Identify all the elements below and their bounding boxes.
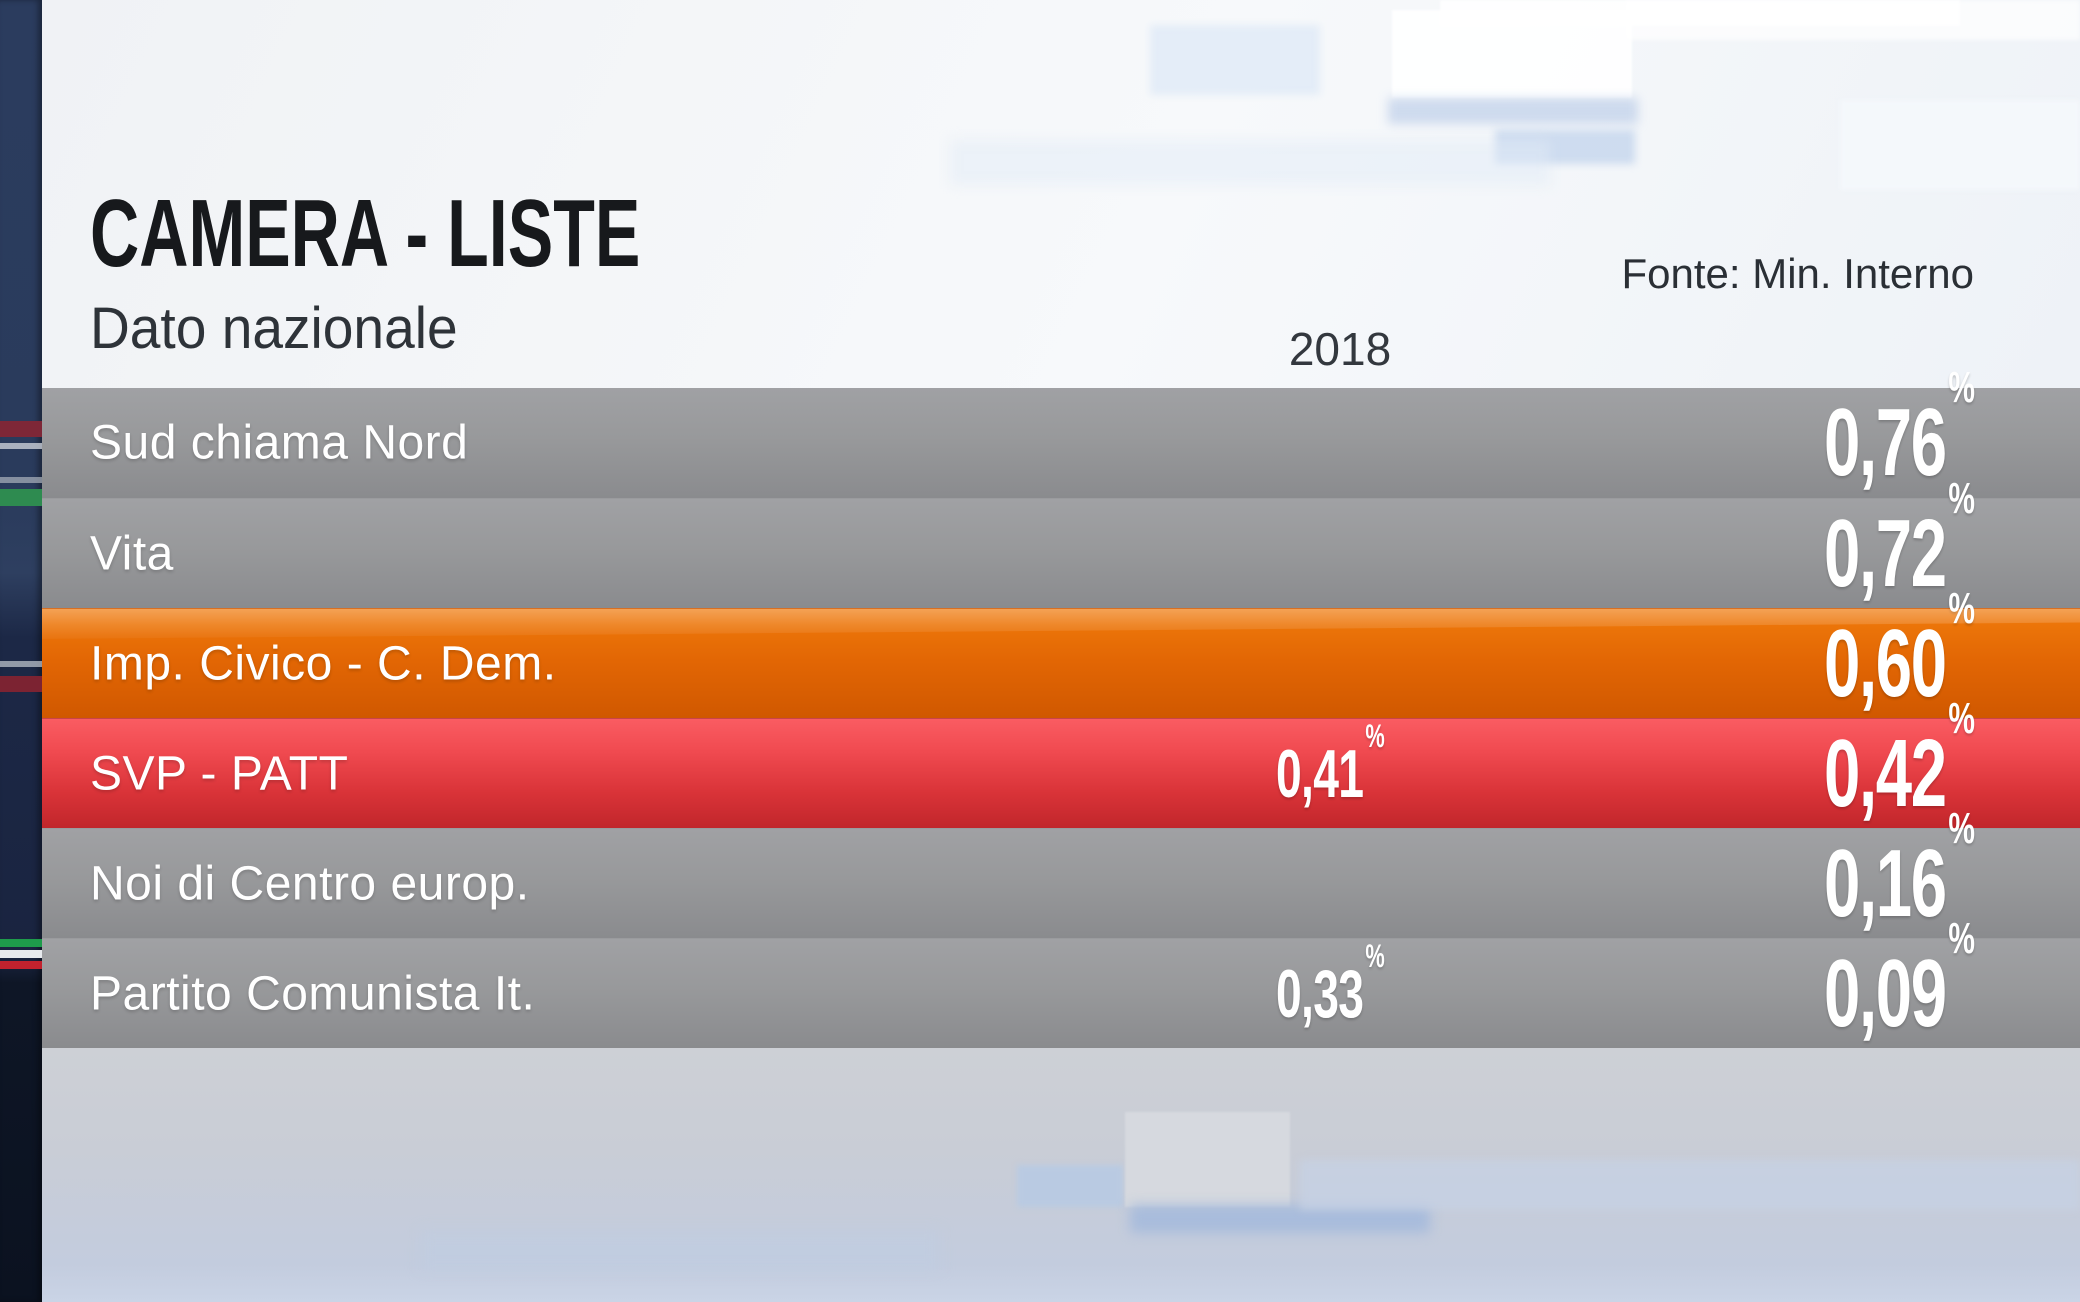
strip-white-line [0,443,42,449]
party-row: Vita 0,72% [42,476,2080,608]
value-current-number: 0,09 [1824,939,1947,1047]
percent-sign: % [1948,583,1975,633]
party-row: Sud chiama Nord 0,76% [42,366,2080,498]
percent-sign: % [1948,693,1975,743]
glass-shadow [1388,98,1638,124]
value-current: 0,16% [1753,806,1975,932]
value-current: 0,09% [1753,916,1975,1042]
party-name: Noi di Centro europ. [90,857,530,910]
glass-rect [1017,1165,1123,1207]
percent-sign: % [1948,803,1975,853]
strip-green-line [0,939,42,947]
percent-sign: % [1948,363,1975,412]
party-name: Imp. Civico - C. Dem. [90,637,557,690]
footer-background [42,1048,2080,1302]
party-name: Vita [90,527,174,580]
glass-rect [950,140,1550,185]
glass-rect [1150,25,1320,95]
value-2018-number: 0,33 [1276,955,1364,1032]
glass-rect [1392,10,1632,98]
percent-sign: % [1948,913,1975,963]
value-current-number: 0,60 [1824,609,1947,717]
strip-red-line [0,961,42,969]
strip-red-band [0,676,42,692]
strip-red-band [0,421,42,437]
value-current: 0,72% [1753,476,1975,602]
glass-rect [1125,1112,1290,1207]
strip-green-band [0,489,42,506]
results-table: Sud chiama Nord 0,76% Vita 0,72% Imp. Ci… [42,366,2080,1048]
source-credit: Fonte: Min. Interno [1621,250,1974,297]
value-current-number: 0,42 [1824,719,1947,827]
party-name: SVP - PATT [90,747,349,800]
glass-rect [1300,1160,2080,1210]
header: CAMERA - LISTE Dato nazionale Fonte: Min… [42,0,2080,388]
party-name: Partito Comunista It. [90,967,536,1020]
percent-sign: % [1365,937,1384,974]
value-current-number: 0,16 [1824,829,1947,937]
column-header-2018: 2018 [1288,323,1392,375]
strip-white-line [0,477,42,483]
page-title: CAMERA - LISTE [90,180,641,287]
value-current-number: 0,76 [1824,389,1947,496]
party-name: Sud chiama Nord [90,416,469,470]
party-row: SVP - PATT 0,41% 0,42% [42,696,2080,828]
party-row: Noi di Centro europ. 0,16% [42,806,2080,938]
strip-white-line [0,950,42,958]
value-2018: 0,41% [1251,720,1410,808]
video-edge-strip [0,0,42,1302]
value-2018: 0,33% [1251,940,1410,1028]
value-current-number: 0,72 [1824,499,1947,607]
value-current: 0,60% [1753,586,1975,712]
glass-rect [1840,100,2080,190]
value-current: 0,76% [1753,366,1975,491]
party-row: Partito Comunista It. 0,33% 0,09% [42,916,2080,1048]
results-panel: CAMERA - LISTE Dato nazionale Fonte: Min… [42,0,2080,1302]
glass-rect [1625,0,2080,40]
percent-sign: % [1948,473,1975,523]
strip-white-line [0,661,42,667]
value-current: 0,42% [1753,696,1975,822]
page-subtitle: Dato nazionale [90,296,458,361]
glass-rect [420,1230,940,1270]
percent-sign: % [1365,717,1384,754]
party-row: Imp. Civico - C. Dem. 0,60% [42,586,2080,718]
value-2018-number: 0,41 [1276,735,1364,812]
